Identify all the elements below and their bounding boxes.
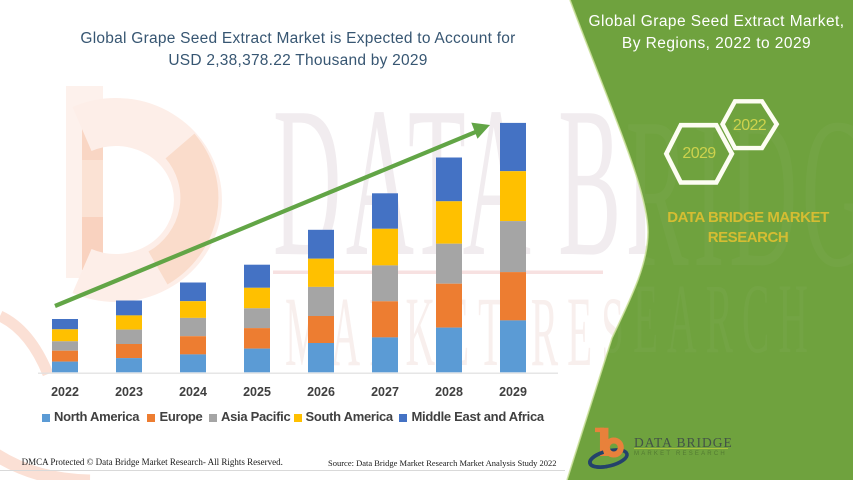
svg-text:MARKET RESEARCH: MARKET RESEARCH	[285, 263, 817, 374]
